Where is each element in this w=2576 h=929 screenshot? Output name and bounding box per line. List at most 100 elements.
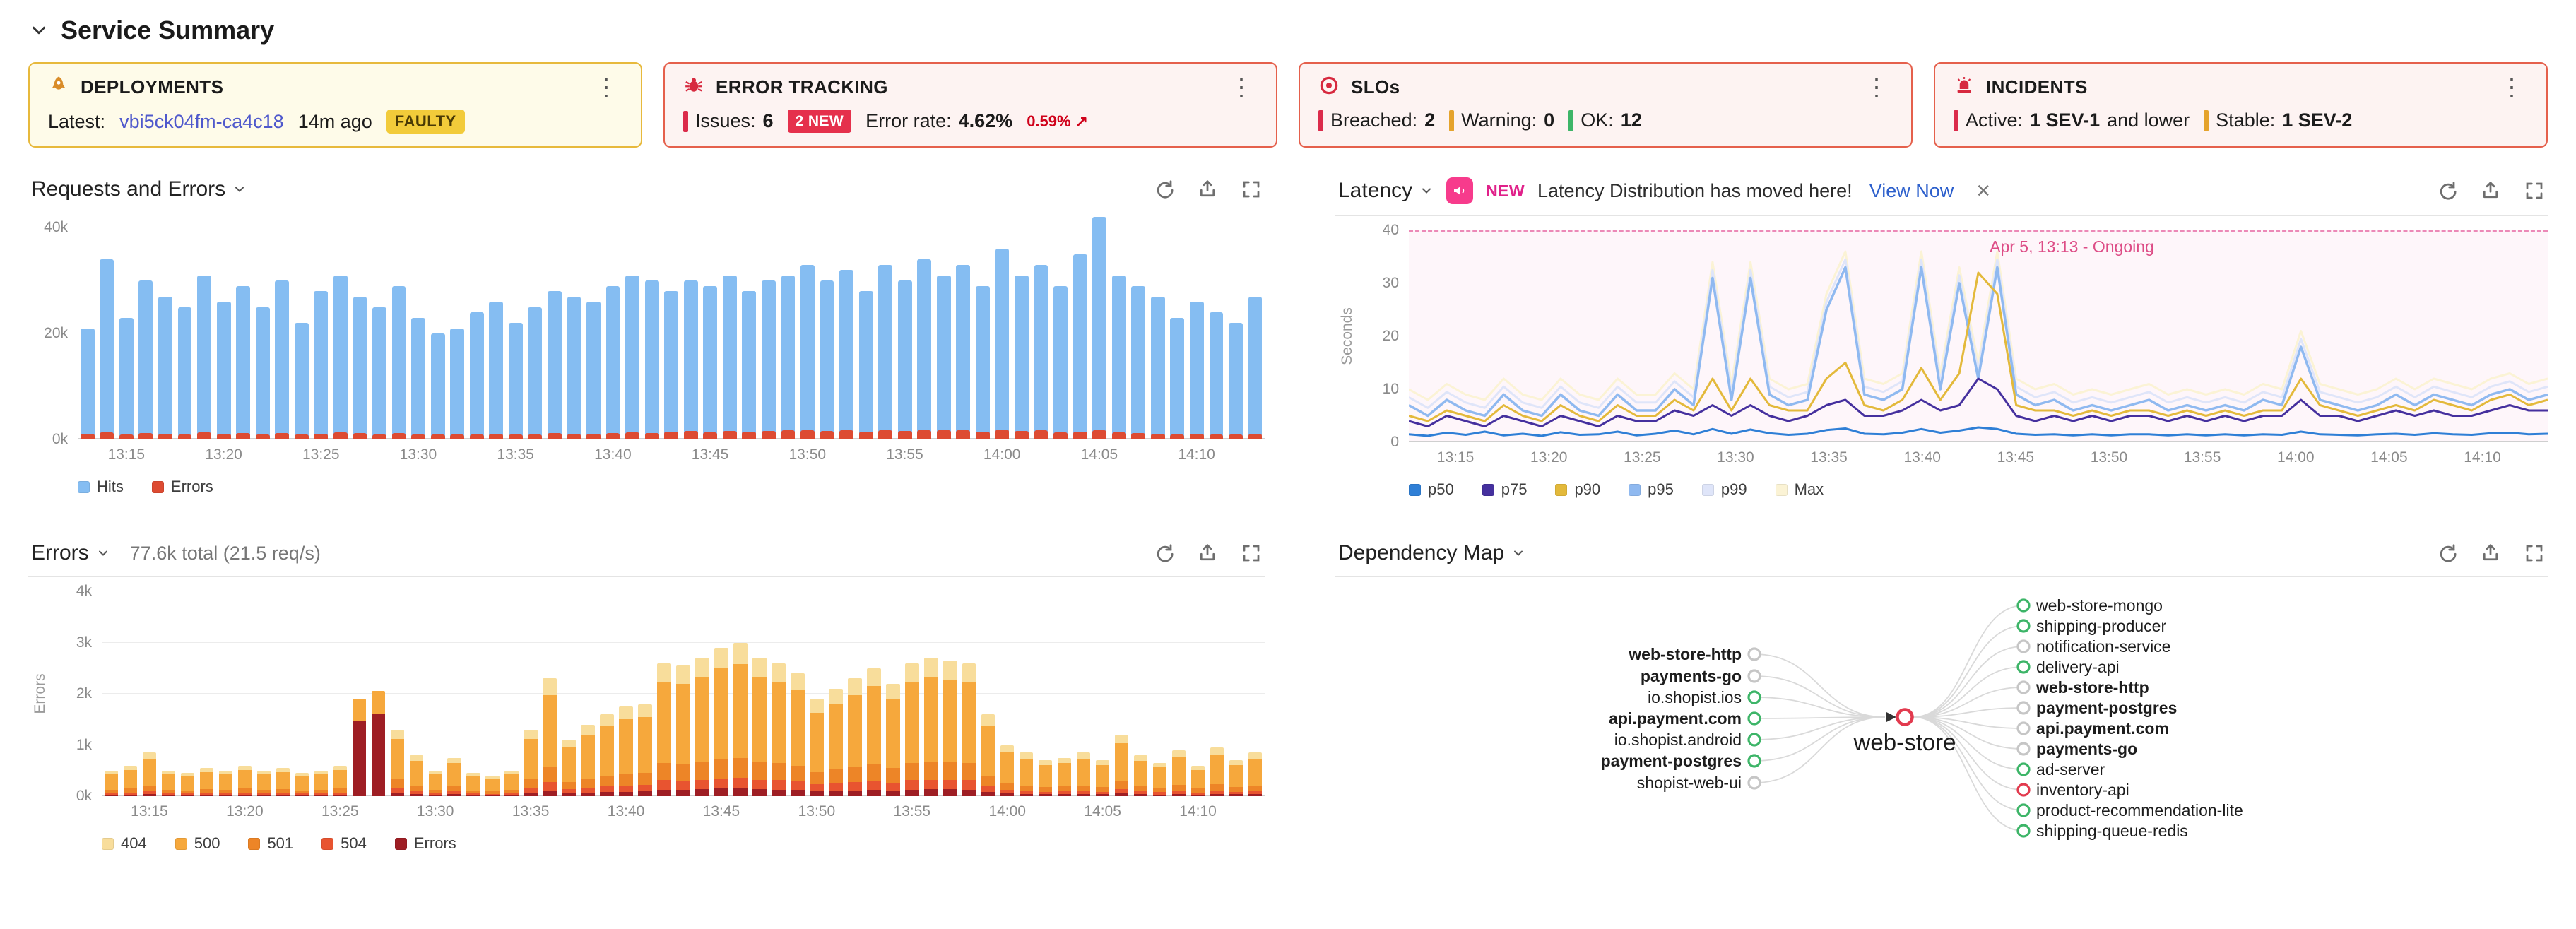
latency-chart-plot[interactable]: Apr 5, 13:13 - Ongoing	[1409, 230, 2548, 442]
service-node-label[interactable]: web-store-http	[2036, 678, 2149, 697]
service-node[interactable]	[1747, 733, 1761, 747]
service-node-label[interactable]: shipping-queue-redis	[2036, 822, 2188, 840]
requests-chart-title[interactable]: Requests and Errors	[31, 177, 247, 201]
fullscreen-icon[interactable]	[1241, 179, 1262, 200]
errors-bar	[781, 430, 796, 439]
error-tracking-card[interactable]: ERROR TRACKING ⋮ Issues: 6 2 NEW Error r…	[663, 62, 1277, 148]
legend-item[interactable]: Hits	[78, 478, 124, 496]
service-node[interactable]	[1896, 708, 1914, 726]
export-icon[interactable]	[2480, 543, 2501, 564]
latency-chart-title[interactable]: Latency	[1338, 179, 1434, 203]
legend-item[interactable]: p50	[1409, 480, 1454, 499]
legend-item[interactable]: p99	[1701, 480, 1747, 499]
refresh-icon[interactable]	[2436, 180, 2457, 201]
refresh-icon[interactable]	[2436, 543, 2457, 564]
service-node[interactable]	[1747, 669, 1761, 683]
incident-annotation[interactable]: Apr 5, 13:13 - Ongoing	[1990, 237, 2154, 256]
bar-slot	[1036, 591, 1055, 796]
service-node[interactable]	[2016, 824, 2031, 838]
legend-item[interactable]: 504	[321, 834, 367, 853]
service-node[interactable]	[1747, 711, 1761, 726]
bar-segment-500	[180, 776, 195, 791]
new-issues-badge[interactable]: 2 NEW	[787, 110, 852, 133]
service-node-label[interactable]: product-recommendation-lite	[2036, 801, 2243, 819]
service-node[interactable]	[2016, 619, 2031, 633]
deployment-version-link[interactable]: vbi5ck04fm-ca4c18	[119, 110, 284, 132]
service-node-label[interactable]: shipping-producer	[2036, 617, 2166, 635]
service-node-label[interactable]: web-store-http	[1628, 645, 1742, 663]
bar-segment-501	[1190, 788, 1205, 793]
x-tick-label: 13:20	[1530, 449, 1568, 466]
service-node-label[interactable]: payments-go	[2036, 740, 2137, 758]
fullscreen-icon[interactable]	[1241, 543, 1262, 564]
dependency-edge	[1754, 716, 1886, 719]
fullscreen-icon[interactable]	[2524, 543, 2545, 564]
service-node-label[interactable]: api.payment.com	[2036, 719, 2169, 738]
legend-item[interactable]: Errors	[151, 478, 213, 496]
legend-item[interactable]: Max	[1775, 480, 1824, 499]
close-banner-icon[interactable]: ×	[1976, 177, 1991, 204]
service-node[interactable]	[2016, 742, 2031, 756]
service-node-label[interactable]: api.payment.com	[1609, 709, 1742, 728]
deployments-card[interactable]: DEPLOYMENTS ⋮ Latest: vbi5ck04fm-ca4c18 …	[28, 62, 642, 148]
service-node[interactable]	[2016, 680, 2031, 694]
incidents-card[interactable]: INCIDENTS ⋮ Active: 1 SEV-1 and lower St…	[1934, 62, 2548, 148]
service-node[interactable]	[2016, 598, 2031, 613]
service-node[interactable]	[1747, 690, 1761, 704]
service-node-label[interactable]: notification-service	[2036, 637, 2170, 656]
service-node-label[interactable]: ad-server	[2036, 760, 2105, 779]
x-tick-label: 13:20	[226, 803, 264, 819]
legend-item[interactable]: Errors	[394, 834, 456, 853]
service-node[interactable]	[1747, 754, 1761, 768]
refresh-icon[interactable]	[1153, 179, 1174, 200]
service-node[interactable]	[1747, 647, 1761, 661]
service-node-label[interactable]: inventory-api	[2036, 781, 2129, 799]
service-node[interactable]	[2016, 701, 2031, 715]
service-node-label[interactable]: io.shopist.ios	[1648, 688, 1742, 706]
legend-item[interactable]: 404	[102, 834, 147, 853]
bar-segment-500	[1114, 743, 1129, 781]
legend-item[interactable]: 501	[248, 834, 293, 853]
service-node-label[interactable]: payment-postgres	[2036, 699, 2177, 717]
legend-item[interactable]: p90	[1555, 480, 1600, 499]
incidents-kebab-menu[interactable]: ⋮	[2500, 73, 2524, 101]
errors-chart-title[interactable]: Errors	[31, 541, 110, 565]
fullscreen-icon[interactable]	[2524, 180, 2545, 201]
requests-panel: Requests and Errors 0k 20k 40k 13:15 13:20 1…	[28, 172, 1265, 499]
service-node[interactable]	[1747, 776, 1761, 790]
service-node-label[interactable]: payment-postgres	[1601, 752, 1742, 770]
slos-kebab-menu[interactable]: ⋮	[1865, 73, 1889, 101]
export-icon[interactable]	[1197, 179, 1218, 200]
service-node-label[interactable]: payments-go	[1641, 667, 1742, 685]
deployments-kebab-menu[interactable]: ⋮	[594, 73, 618, 101]
legend-label: 504	[341, 834, 367, 852]
requests-chart-plot[interactable]	[78, 217, 1265, 439]
center-service-label[interactable]: web-store	[1853, 729, 1956, 755]
view-now-link[interactable]: View Now	[1869, 179, 1954, 201]
errors-chart-plot[interactable]	[102, 591, 1265, 796]
service-node[interactable]	[2016, 783, 2031, 797]
service-node-label[interactable]: io.shopist.android	[1614, 730, 1742, 749]
service-node-label[interactable]: web-store-mongo	[2036, 596, 2163, 615]
error-tracking-kebab-menu[interactable]: ⋮	[1229, 73, 1253, 101]
legend-item[interactable]: p95	[1629, 480, 1674, 499]
legend-item[interactable]: 500	[175, 834, 220, 853]
legend-item[interactable]: p75	[1482, 480, 1527, 499]
bar-segment-501	[1133, 786, 1148, 792]
service-node-label[interactable]: delivery-api	[2036, 658, 2120, 676]
service-node[interactable]	[2016, 803, 2031, 817]
service-node[interactable]	[2016, 639, 2031, 653]
slos-card[interactable]: SLOs ⋮ Breached: 2 Warning: 0 OK: 12	[1299, 62, 1913, 148]
service-node-label[interactable]: shopist-web-ui	[1637, 774, 1742, 792]
service-node[interactable]	[2016, 762, 2031, 776]
export-icon[interactable]	[2480, 180, 2501, 201]
export-icon[interactable]	[1197, 543, 1218, 564]
collapse-chevron-icon[interactable]	[28, 20, 49, 41]
service-node[interactable]	[2016, 721, 2031, 735]
service-node[interactable]	[2016, 660, 2031, 674]
dependency-map-title[interactable]: Dependency Map	[1338, 541, 1525, 565]
refresh-icon[interactable]	[1153, 543, 1174, 564]
errors-bar	[508, 434, 523, 439]
dependency-edge	[1913, 605, 2024, 718]
dependency-map-canvas[interactable]: web-store-http payments-go io.shopist.ios a…	[1335, 596, 2548, 864]
